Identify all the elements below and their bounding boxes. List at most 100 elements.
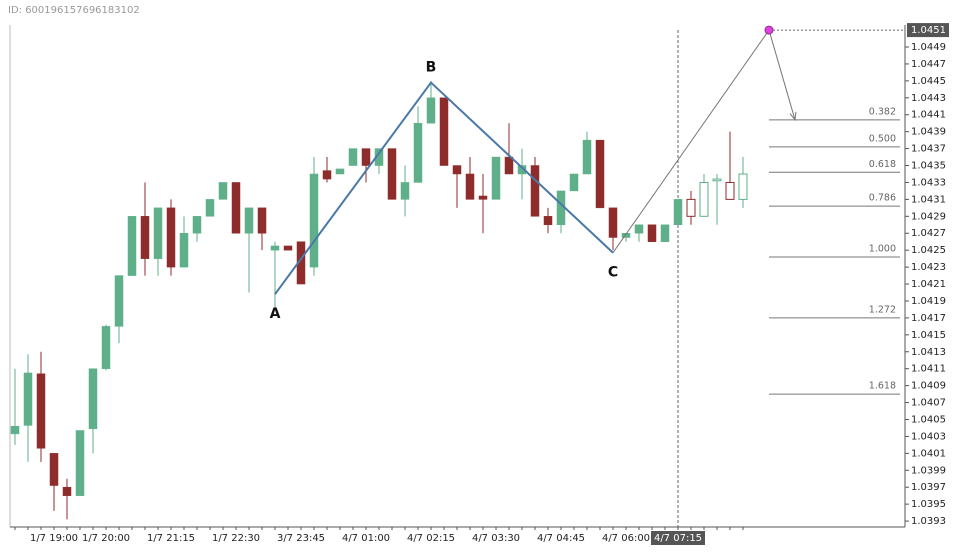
y-tick-label: 1.0399 <box>911 465 946 476</box>
y-tick-label: 1.0445 <box>911 76 946 87</box>
y-tick-label: 1.0431 <box>911 194 946 205</box>
candle-body <box>439 97 449 166</box>
candle-body <box>413 122 423 183</box>
y-tick-label: 1.0421 <box>911 279 946 290</box>
pattern-label: A <box>270 306 281 322</box>
x-tick-label: 1/7 21:15 <box>147 533 195 544</box>
y-tick-label: 1.0415 <box>911 330 946 341</box>
candle-body <box>491 156 501 200</box>
pattern-label: C <box>608 265 618 281</box>
fib-label: 0.618 <box>869 159 896 170</box>
candle-body <box>218 182 228 200</box>
y-tick-label: 1.0441 <box>911 110 946 121</box>
candle-body <box>62 486 72 496</box>
candle-body <box>621 232 631 238</box>
y-tick-label: 1.0401 <box>911 448 946 459</box>
last-price-label: 1.0451 <box>911 25 946 36</box>
y-tick-label: 1.0433 <box>911 177 946 188</box>
y-tick-label: 1.0397 <box>911 482 946 493</box>
candle-body <box>712 178 722 182</box>
candle-body <box>634 224 644 234</box>
x-tick-label: 4/7 04:45 <box>537 533 585 544</box>
fib-label: 0.382 <box>869 106 896 117</box>
candle-body <box>738 173 748 200</box>
candle-body <box>10 426 20 435</box>
cursor-label-box <box>651 531 705 545</box>
y-tick-label: 1.0439 <box>911 127 946 138</box>
x-tick-label: 4/7 03:30 <box>472 533 520 544</box>
y-tick-label: 1.0411 <box>911 364 946 375</box>
x-tick-label: 4/7 01:00 <box>342 533 390 544</box>
candle-body <box>608 207 618 238</box>
x-tick-label: 4/7 02:15 <box>407 533 455 544</box>
candle-body <box>725 181 735 200</box>
candle-body <box>686 198 696 217</box>
candle-body <box>114 275 124 327</box>
candle-body <box>465 173 475 200</box>
fib-label: 1.000 <box>869 243 896 254</box>
candle-body <box>517 165 527 175</box>
candle-body <box>166 207 176 268</box>
candle-body <box>153 207 163 259</box>
y-tick-label: 1.0435 <box>911 161 946 172</box>
candle-body <box>348 148 358 166</box>
candle-body <box>660 224 670 242</box>
candle-body <box>543 216 553 226</box>
candle-body <box>140 216 150 259</box>
candle-body <box>478 195 488 200</box>
fib-label: 0.500 <box>869 133 896 144</box>
candle-body <box>387 148 397 200</box>
y-tick-label: 1.0393 <box>911 516 946 527</box>
candle-body <box>244 207 254 234</box>
y-tick-label: 1.0437 <box>911 144 946 155</box>
chart-title: ID: 600196157696183102 <box>8 5 140 16</box>
candle-body <box>23 372 33 426</box>
candle-body <box>283 245 293 251</box>
candle-body <box>309 173 319 268</box>
candle-body <box>49 453 59 486</box>
pattern-label: B <box>426 60 437 76</box>
x-tick-label: 3/7 23:45 <box>277 533 325 544</box>
candle-body <box>101 326 111 369</box>
y-tick-label: 1.0427 <box>911 228 946 239</box>
candle-body <box>400 182 410 200</box>
candle-body <box>569 173 579 192</box>
y-tick-label: 1.0443 <box>911 93 946 104</box>
last-price-box <box>907 23 949 38</box>
y-tick-label: 1.0447 <box>911 59 946 70</box>
candle-body <box>75 430 85 496</box>
y-tick-label: 1.0413 <box>911 347 946 358</box>
candle-body <box>127 216 137 276</box>
y-tick-label: 1.0407 <box>911 398 946 409</box>
x-tick-label: 1/7 20:00 <box>82 533 130 544</box>
candle-body <box>361 148 371 166</box>
candle-body <box>504 156 514 175</box>
candle-body <box>647 224 657 242</box>
candle-body <box>205 199 215 217</box>
y-tick-label: 1.0419 <box>911 296 946 307</box>
candle-body <box>88 368 98 430</box>
y-tick-label: 1.0425 <box>911 245 946 256</box>
y-tick-label: 1.0429 <box>911 211 946 222</box>
projection-arrowhead <box>789 111 797 122</box>
candle-body <box>335 168 345 175</box>
pattern-line <box>274 81 614 295</box>
y-tick-label: 1.0395 <box>911 499 946 510</box>
y-tick-label: 1.0449 <box>911 42 946 53</box>
y-tick-label: 1.0423 <box>911 262 946 273</box>
cursor-label: 4/7 07:15 <box>654 533 702 544</box>
candle-body <box>426 97 436 124</box>
candle-body <box>192 216 202 234</box>
candle-body <box>179 232 189 268</box>
y-tick-label: 1.0405 <box>911 414 946 425</box>
candle-body <box>452 165 462 175</box>
candle-body <box>36 373 46 449</box>
candle-body <box>322 170 332 180</box>
projection-marker <box>764 25 774 35</box>
candle-body <box>699 181 709 217</box>
candle-body <box>595 139 605 209</box>
x-tick-label: 1/7 22:30 <box>212 533 260 544</box>
y-tick-label: 1.0417 <box>911 313 946 324</box>
